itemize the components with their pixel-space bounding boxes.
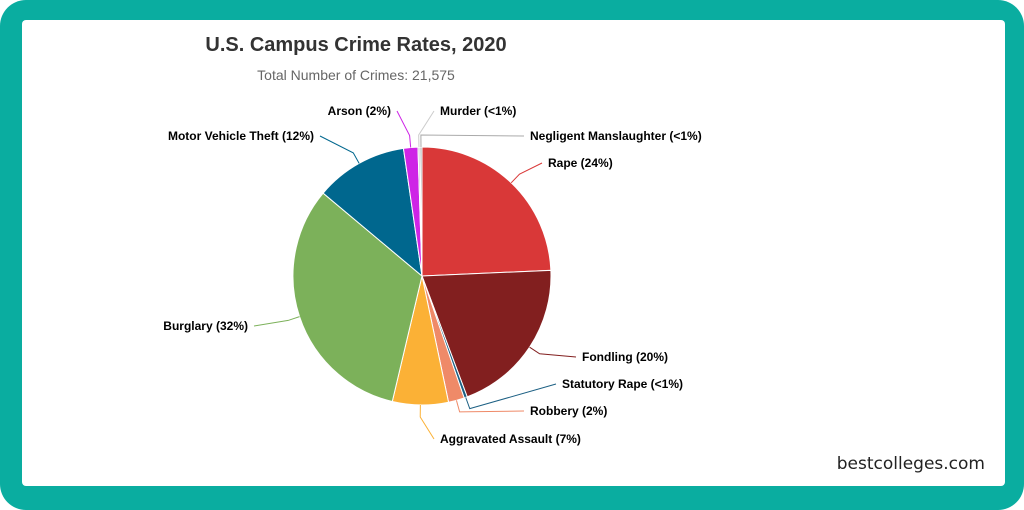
- brand-watermark: bestcolleges.com: [836, 454, 985, 474]
- leader-line-murder: [418, 110, 435, 148]
- leader-line-burglary: [253, 316, 300, 327]
- leader-line-aggravated-assault: [419, 404, 435, 440]
- leader-line-negligent-manslaughter: [420, 134, 525, 148]
- leader-line-fondling: [529, 346, 577, 358]
- data-label-murder: Murder (<1%): [440, 104, 516, 118]
- data-label-aggravated-assault: Aggravated Assault (7%): [440, 432, 581, 446]
- data-label-negligent-manslaughter: Negligent Manslaughter (<1%): [530, 129, 702, 143]
- data-label-robbery: Robbery (2%): [530, 404, 607, 418]
- leader-line-statutory-rape: [465, 383, 557, 410]
- leader-line-motor-vehicle-theft: [319, 135, 360, 164]
- pie-slice-rape: [421, 146, 552, 277]
- data-label-arson: Arson (2%): [328, 104, 391, 118]
- chart-subtitle: Total Number of Crimes: 21,575: [257, 67, 455, 83]
- data-label-fondling: Fondling (20%): [582, 350, 668, 364]
- data-label-motor-vehicle-theft: Motor Vehicle Theft (12%): [168, 129, 314, 143]
- data-label-burglary: Burglary (32%): [163, 319, 248, 333]
- leader-line-arson: [396, 110, 412, 148]
- chart-title: U.S. Campus Crime Rates, 2020: [205, 34, 507, 56]
- data-label-rape: Rape (24%): [548, 156, 613, 170]
- leader-line-robbery: [455, 400, 525, 413]
- data-label-statutory-rape: Statutory Rape (<1%): [562, 377, 683, 391]
- leader-line-rape: [510, 162, 543, 184]
- pie-slice-negligent-manslaughter: [419, 146, 423, 277]
- pie-slice-fondling: [421, 269, 552, 398]
